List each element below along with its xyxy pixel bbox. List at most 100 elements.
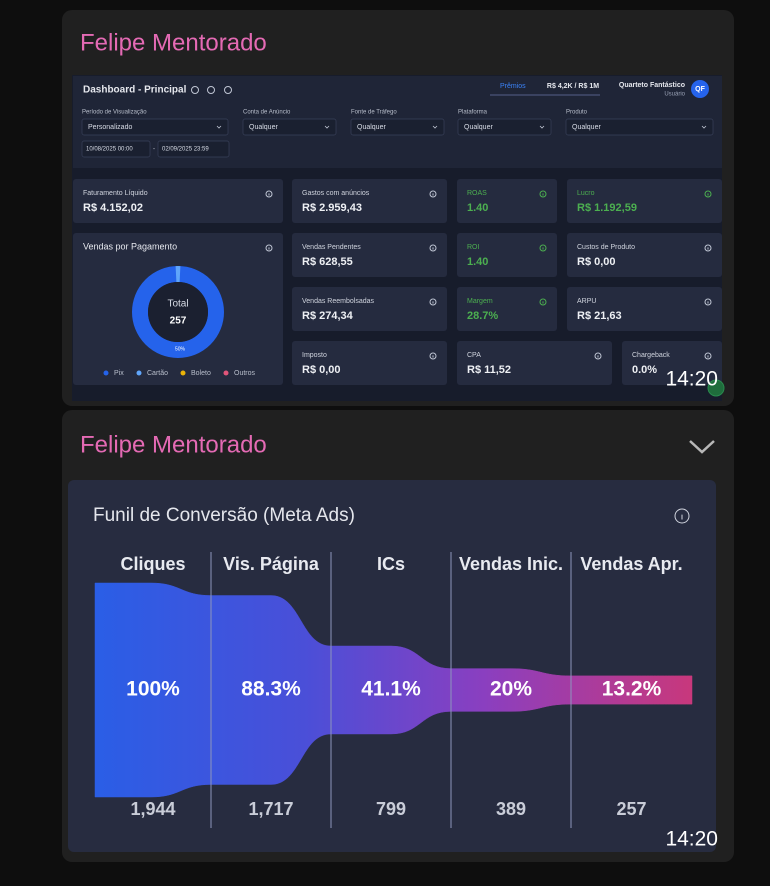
payments-title: Vendas por Pagamento bbox=[83, 241, 177, 251]
metric-label: Gastos com anúncios bbox=[302, 190, 370, 197]
date-input bbox=[81, 140, 151, 158]
dashboard-title: Dashboard - Principal bbox=[83, 85, 187, 96]
donut-total-label: Total bbox=[167, 299, 188, 310]
rewards-progress bbox=[490, 94, 600, 96]
metric-card bbox=[567, 287, 722, 331]
message-time: 14:20 bbox=[665, 828, 718, 851]
metric-value: 1.40 bbox=[467, 202, 488, 214]
user-role: Usuário bbox=[664, 92, 685, 98]
metric-value: R$ 21,63 bbox=[577, 310, 622, 322]
header-icon bbox=[207, 86, 215, 94]
filter-select bbox=[81, 118, 229, 136]
metric-value: R$ 274,34 bbox=[302, 310, 354, 322]
metric-label: CPA bbox=[467, 352, 481, 359]
metric-card bbox=[292, 287, 447, 331]
filter-select bbox=[565, 118, 714, 136]
metric-card bbox=[457, 233, 557, 277]
image-fade bbox=[72, 388, 722, 401]
legend-label: Boleto bbox=[191, 370, 211, 377]
stage-count: 257 bbox=[616, 799, 646, 819]
header-icon bbox=[191, 86, 199, 94]
metric-card bbox=[457, 341, 612, 385]
info-icon bbox=[704, 352, 712, 360]
sender-name: Felipe Mentorado bbox=[80, 29, 267, 56]
info-icon bbox=[539, 190, 547, 198]
info-icon bbox=[539, 298, 547, 306]
filter-value: Qualquer bbox=[464, 124, 493, 131]
metric-value: R$ 2.959,43 bbox=[302, 202, 362, 214]
metric-value: R$ 11,52 bbox=[467, 364, 511, 376]
filter-select bbox=[457, 118, 552, 136]
donut-total: 257 bbox=[170, 316, 187, 327]
info-icon bbox=[429, 244, 437, 252]
donut-slice-label: 50% bbox=[175, 346, 186, 352]
info-icon bbox=[429, 190, 437, 198]
metric-value: R$ 0,00 bbox=[302, 364, 341, 376]
legend-label: Outros bbox=[234, 370, 256, 377]
date-separator: - bbox=[153, 147, 155, 153]
filter-label: Plataforma bbox=[458, 110, 488, 116]
select-arrow bbox=[216, 125, 222, 129]
info-icon bbox=[704, 298, 712, 306]
stage-count: 389 bbox=[496, 799, 526, 819]
stage-count: 1,717 bbox=[248, 799, 293, 819]
info-icon bbox=[265, 244, 273, 252]
stage-count: 799 bbox=[376, 799, 406, 819]
date-input bbox=[157, 140, 230, 158]
header-icon bbox=[224, 86, 232, 94]
avatar-initials: QF bbox=[695, 86, 705, 93]
metric-card bbox=[567, 233, 722, 277]
info-icon bbox=[704, 190, 712, 198]
metric-card bbox=[73, 179, 283, 223]
message-time: 14:20 bbox=[665, 368, 718, 391]
filter-value: Qualquer bbox=[249, 124, 278, 131]
metric-value: 0.0% bbox=[632, 364, 657, 376]
stage-name: Vendas Apr. bbox=[580, 554, 682, 574]
donut-slice bbox=[175, 266, 181, 282]
metric-card bbox=[457, 287, 557, 331]
metric-card bbox=[292, 179, 447, 223]
stage-percent: 100% bbox=[126, 678, 180, 701]
metric-value: R$ 0,00 bbox=[577, 256, 616, 268]
info-icon bbox=[674, 508, 690, 524]
reaction-badge bbox=[707, 379, 725, 397]
select-arrow bbox=[539, 125, 545, 129]
filter-select bbox=[242, 118, 337, 136]
stage-percent: 88.3% bbox=[241, 678, 301, 701]
metric-label: Faturamento Líquido bbox=[83, 190, 148, 197]
stage-percent: 41.1% bbox=[361, 678, 421, 701]
chevron[interactable] bbox=[689, 440, 715, 454]
stage-count: 1,944 bbox=[130, 799, 175, 819]
metric-value: R$ 628,55 bbox=[302, 256, 353, 268]
metric-label: ROI bbox=[467, 244, 480, 251]
metric-value: R$ 4.152,02 bbox=[83, 202, 143, 214]
filter-value: Personalizado bbox=[88, 124, 132, 131]
metric-card bbox=[567, 179, 722, 223]
filter-select bbox=[350, 118, 445, 136]
metric-label: Vendas Pendentes bbox=[302, 244, 361, 251]
select-arrow bbox=[432, 125, 438, 129]
filter-label: Conta de Anúncio bbox=[243, 110, 291, 116]
info-icon bbox=[429, 352, 437, 360]
info-icon bbox=[429, 298, 437, 306]
select-arrow bbox=[324, 125, 330, 129]
metric-card bbox=[292, 341, 447, 385]
filter-value: Qualquer bbox=[357, 124, 386, 131]
funnel-title: Funil de Conversão (Meta Ads) bbox=[93, 505, 355, 526]
legend-label: Cartão bbox=[147, 370, 168, 377]
metric-value: R$ 1.192,59 bbox=[577, 202, 637, 214]
stage-name: Vendas Inic. bbox=[459, 554, 563, 574]
metric-label: Vendas Reembolsadas bbox=[302, 298, 374, 305]
user-name: Quarteto Fantástico bbox=[619, 82, 685, 89]
legend-dot bbox=[103, 370, 109, 376]
metric-label: Chargeback bbox=[632, 352, 670, 359]
filter-value: Qualquer bbox=[572, 124, 601, 131]
metric-label: Margem bbox=[467, 298, 493, 305]
metric-card bbox=[622, 341, 722, 385]
legend-dot bbox=[180, 370, 186, 376]
info-icon bbox=[704, 244, 712, 252]
legend-dot bbox=[223, 370, 229, 376]
funnel-stage bbox=[570, 675, 693, 705]
legend-label: Pix bbox=[114, 370, 124, 377]
